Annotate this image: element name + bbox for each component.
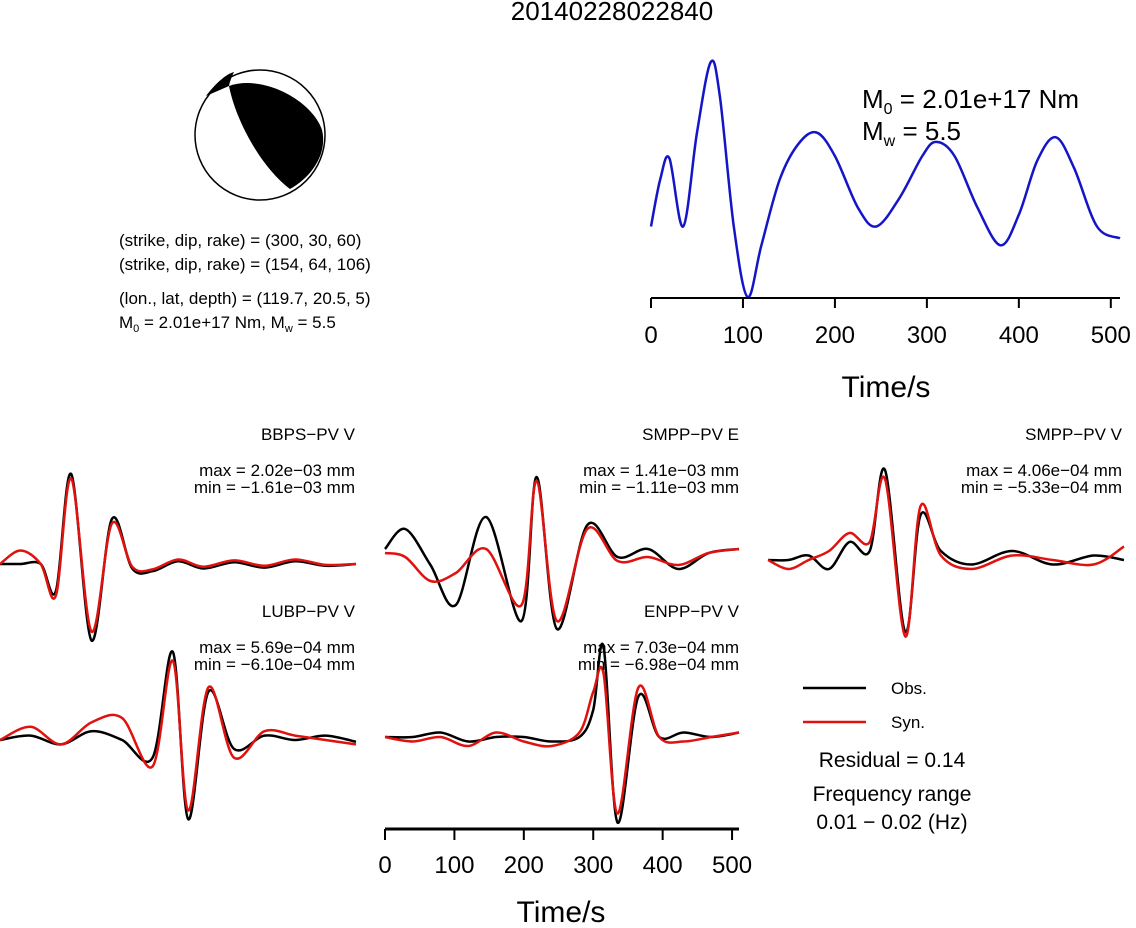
observed-trace (384, 642, 740, 824)
mechanism-plane2: (strike, dip, rake) = (154, 64, 106) (119, 255, 371, 274)
synthetic-trace (0, 477, 357, 633)
mechanism-moment: M0 = 2.01e+17 Nm, Mw = 5.5 (119, 313, 336, 335)
stf-line (649, 59, 1121, 299)
observed-trace (0, 650, 357, 821)
stf-tick-label: 500 (1091, 322, 1131, 349)
mechanism-plane1: (strike, dip, rake) = (300, 30, 60) (119, 231, 361, 250)
frequency-range-title: Frequency range (813, 783, 972, 806)
max-amplitude-label: max = 2.02e−03 mm (199, 461, 355, 480)
station-label: SMPP−PV V (1025, 425, 1123, 444)
beachball-compression-lobe (229, 83, 324, 189)
stf-m0-annotation: M0 = 2.01e+17 Nm (862, 84, 1079, 118)
frequency-range-value: 0.01 − 0.02 (Hz) (816, 811, 967, 834)
mechanism-location: (lon., lat, depth) = (119.7, 20.5, 5) (119, 289, 371, 308)
waveform-tick-label: 300 (573, 852, 613, 879)
synthetic-trace (384, 479, 740, 623)
min-amplitude-label: min = −6.98e−04 mm (578, 655, 739, 674)
waveform-tick-label: 200 (504, 852, 544, 879)
stf-tick-label: 400 (999, 322, 1039, 349)
station-label: SMPP−PV E (642, 425, 739, 444)
stf-panel: 0 100 200 300 400 500 Time/s M0 = 2.01e+17 Nm… (644, 59, 1131, 404)
synthetic-trace (384, 665, 740, 815)
stf-xlabel: Time/s (842, 371, 931, 404)
legend: Obs. Syn. Residual = 0.14 Frequency rang… (803, 679, 971, 834)
station-label: ENPP−PV V (644, 602, 740, 621)
legend-obs-label: Obs. (891, 679, 927, 698)
stf-ticks: 0 100 200 300 400 500 (644, 298, 1131, 349)
figure-title: 20140228022840 (511, 0, 713, 26)
min-amplitude-label: min = −1.11e−03 mm (579, 478, 739, 497)
synthetic-trace (0, 659, 357, 812)
waveform-tick-label: 0 (378, 852, 391, 879)
residual-text: Residual = 0.14 (819, 749, 966, 772)
beachball-diagram (194, 69, 326, 201)
station-label: LUBP−PV V (262, 602, 356, 621)
waveform-xlabel: Time/s (517, 896, 606, 928)
waveform-tick-label: 100 (434, 852, 474, 879)
min-amplitude-label: min = −6.10e−04 mm (194, 655, 355, 674)
max-amplitude-label: max = 1.41e−03 mm (583, 461, 739, 480)
max-amplitude-label: max = 7.03e−04 mm (583, 638, 739, 657)
waveform-tick-label: 500 (712, 852, 752, 879)
beachball-upper-lobe (206, 72, 234, 96)
stf-tick-label: 0 (644, 322, 657, 349)
legend-syn-label: Syn. (891, 713, 925, 732)
stf-tick-label: 100 (723, 322, 763, 349)
stf-tick-label: 200 (815, 322, 855, 349)
waveform-time-axis: 0 100 200 300 400 500 Time/s (378, 827, 752, 928)
min-amplitude-label: min = −5.33e−04 mm (961, 478, 1122, 497)
min-amplitude-label: min = −1.61e−03 mm (194, 478, 355, 497)
stf-tick-label: 300 (907, 322, 947, 349)
waveform-ticks: 0 100 200 300 400 500 (378, 829, 752, 879)
stf-mw-annotation: Mw = 5.5 (862, 116, 961, 150)
max-amplitude-label: max = 4.06e−04 mm (966, 461, 1122, 480)
waveform-tick-label: 400 (643, 852, 683, 879)
synthetic-trace (767, 475, 1125, 638)
max-amplitude-label: max = 5.69e−04 mm (199, 638, 355, 657)
station-label: BBPS−PV V (261, 425, 356, 444)
